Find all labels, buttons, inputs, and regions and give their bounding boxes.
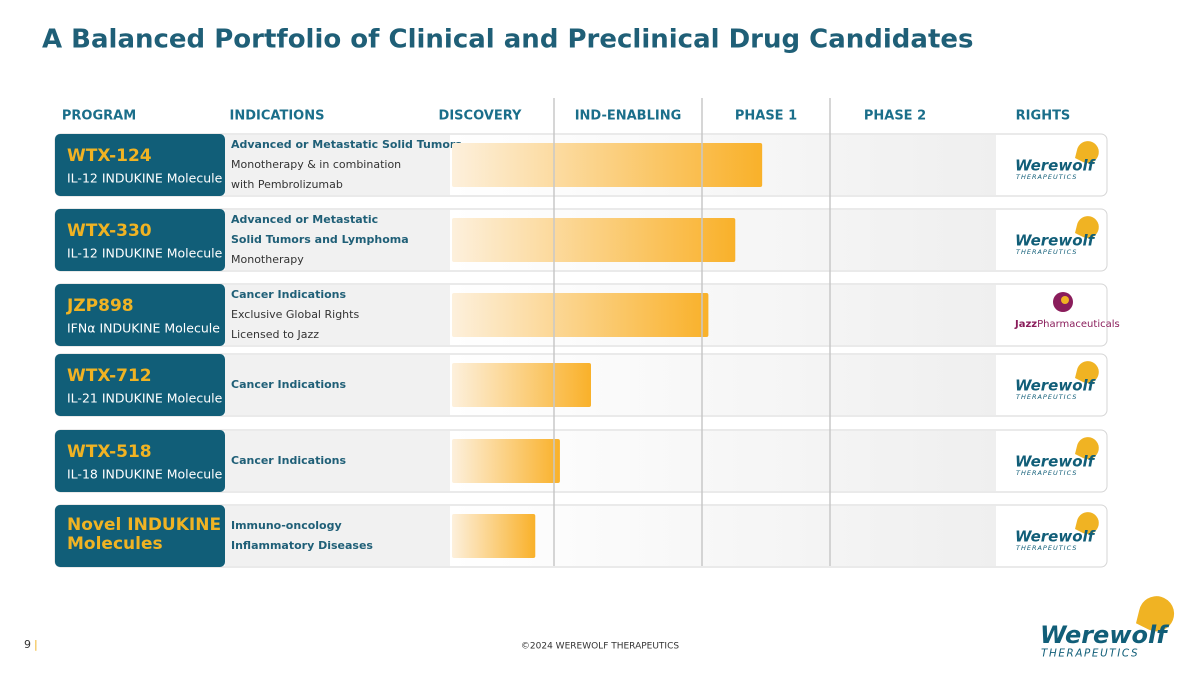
program-name: WTX-330 [67,221,152,241]
logo-icon [1135,596,1175,632]
indication: Immuno-oncology [231,519,342,532]
indication: Cancer Indications [231,288,346,301]
page-number: 9 [24,638,31,651]
logo-sub: THERAPEUTICS [1016,544,1077,552]
progress-bar [452,514,536,558]
program-box [55,209,225,271]
indication-bg [225,135,450,195]
progress-bar [452,439,560,483]
jazz-sub: Pharmaceuticals [1037,319,1120,330]
logo-sub: THERAPEUTICS [1016,173,1077,181]
program-box [55,505,225,567]
program-box [55,134,225,196]
progress-bar [452,363,591,407]
logo-sub: THERAPEUTICS [1016,469,1077,477]
logo-icon [1075,437,1099,460]
indication: Exclusive Global Rights [231,308,359,321]
program-name: WTX-124 [67,146,152,166]
logo-sub: THERAPEUTICS [1041,648,1139,660]
logo-sub: THERAPEUTICS [1016,248,1077,256]
indication: Advanced or Metastatic Solid Tumors [231,138,462,151]
track-bg [450,506,996,566]
progress-bar [452,218,736,262]
logo-name: Werewolf [1015,232,1097,250]
program-box [55,430,225,492]
copyright: ©2024 WEREWOLF THERAPEUTICS [521,642,679,652]
jazz-logo: JazzPharmaceuticals [1014,319,1120,330]
indication-bg [225,431,450,491]
program-name: JZP898 [66,296,134,316]
title: A Balanced Portfolio of Clinical and Pre… [42,25,974,55]
logo-icon [1075,361,1099,384]
logo-name: Werewolf [1015,157,1097,175]
column-header: IND-ENABLING [575,109,682,124]
indication: Inflammatory Diseases [231,539,373,552]
indication-bg [225,210,450,270]
indication: Monotherapy [231,253,304,266]
program-box [55,284,225,346]
logo-name: Werewolf [1015,377,1097,395]
indication: Cancer Indications [231,454,346,467]
logo-name: Werewolf [1040,621,1169,649]
logo-icon [1075,216,1099,239]
program-box [55,354,225,416]
column-header: DISCOVERY [439,109,522,124]
indication-bg [225,285,450,345]
logo-name: Werewolf [1015,453,1097,471]
indication: Solid Tumors and Lymphoma [231,233,409,246]
indication: with Pembrolizumab [231,178,343,191]
logo-sub: THERAPEUTICS [1016,393,1077,401]
program-target: IL-21 INDUKINE Molecule [67,391,223,406]
progress-bar [452,143,763,187]
program-target: IL-12 INDUKINE Molecule [67,246,223,261]
program-target: IL-18 INDUKINE Molecule [67,467,223,482]
program-name: Novel INDUKINE [67,515,221,535]
logo-icon [1075,141,1099,164]
jazz-name: Jazz [1014,319,1037,330]
indication: Advanced or Metastatic [231,213,378,226]
column-header: RIGHTS [1016,109,1071,124]
column-header: INDICATIONS [230,109,325,124]
column-header: PROGRAM [62,109,136,124]
progress-bar [452,293,709,337]
program-name: Molecules [67,534,163,554]
indication: Licensed to Jazz [231,328,319,341]
column-header: PHASE 1 [735,109,797,124]
indication-bg [225,355,450,415]
program-target: IL-12 INDUKINE Molecule [67,171,223,186]
indication-bg [225,506,450,566]
indication: Cancer Indications [231,378,346,391]
page-separator: | [34,638,38,651]
program-name: WTX-712 [67,366,152,386]
column-header: PHASE 2 [864,109,926,124]
logo-icon [1075,512,1099,535]
logo-name: Werewolf [1015,528,1097,546]
program-name: WTX-518 [67,442,152,462]
indication: Monotherapy & in combination [231,158,401,171]
jazz-icon-dot [1061,296,1069,304]
program-target: IFNα INDUKINE Molecule [67,321,220,336]
